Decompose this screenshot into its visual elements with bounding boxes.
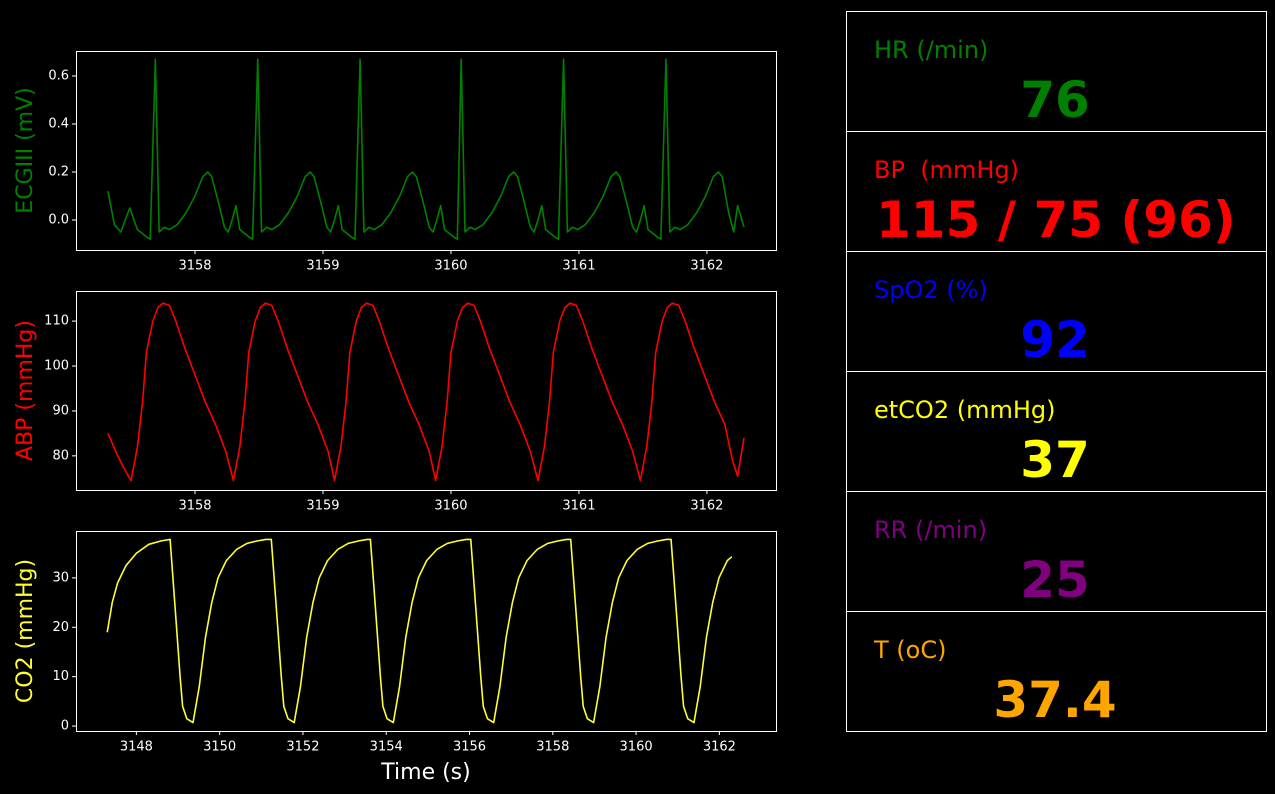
y-axis-label: CO2 (mmHg) [13, 559, 38, 703]
vital-value: 92 [1020, 311, 1090, 369]
x-tick-label: 3161 [562, 259, 595, 274]
y-tick-label: 80 [52, 448, 69, 463]
y-tick-label: 90 [52, 403, 69, 418]
vital-value: 25 [1020, 551, 1090, 609]
y-tick-label: 0 [61, 719, 69, 734]
vital-label: BP (mmHg) [874, 156, 1019, 184]
x-tick-label: 3159 [306, 259, 339, 274]
x-tick-label: 3150 [203, 740, 236, 755]
x-tick-label: 3158 [178, 259, 211, 274]
y-tick-label: 0.0 [48, 212, 69, 227]
axes-frame [76, 51, 777, 251]
x-tick-label: 3160 [434, 499, 467, 514]
vital-label: HR (/min) [874, 36, 988, 64]
x-tick-label: 3162 [703, 740, 736, 755]
vital-label: SpO2 (%) [874, 276, 988, 304]
waveform [106, 538, 733, 724]
axes-frame [76, 531, 777, 732]
x-tick-label: 3158 [178, 499, 211, 514]
y-tick-label: 20 [52, 620, 69, 635]
waveform [107, 302, 745, 482]
x-tick-label: 3156 [453, 740, 486, 755]
x-axis-label: Time (s) [380, 760, 470, 785]
x-tick-label: 3161 [562, 499, 595, 514]
y-tick-label: 10 [52, 669, 69, 684]
y-tick-label: 0.2 [48, 164, 69, 179]
y-axis-label: ABP (mmHg) [13, 320, 38, 461]
panel-box [846, 611, 1267, 732]
y-tick-label: 0.4 [48, 116, 69, 131]
vital-label: T (oC) [873, 636, 946, 664]
waveform [107, 58, 745, 240]
x-tick-label: 3152 [286, 740, 319, 755]
vital-value: 115 / 75 (96) [876, 191, 1236, 249]
x-tick-label: 3158 [536, 740, 569, 755]
x-tick-label: 3160 [620, 740, 653, 755]
vitals-panel [846, 11, 1267, 732]
y-tick-label: 0.6 [48, 68, 69, 83]
x-tick-label: 3162 [690, 499, 723, 514]
x-tick-label: 3162 [690, 259, 723, 274]
axes-frame [76, 291, 777, 491]
y-tick-label: 110 [44, 314, 69, 329]
x-tick-label: 3159 [306, 499, 339, 514]
x-tick-label: 3160 [434, 259, 467, 274]
y-tick-label: 100 [44, 359, 69, 374]
y-axis-label: ECGIII (mV) [13, 87, 38, 213]
vital-value: 37.4 [993, 671, 1116, 729]
vital-label: RR (/min) [874, 516, 987, 544]
x-tick-label: 3148 [120, 740, 153, 755]
vital-value: 37 [1020, 431, 1090, 489]
y-tick-label: 30 [52, 570, 69, 585]
vital-label: etCO2 (mmHg) [874, 396, 1056, 424]
vital-value: 76 [1020, 71, 1090, 129]
x-tick-label: 3154 [370, 740, 403, 755]
